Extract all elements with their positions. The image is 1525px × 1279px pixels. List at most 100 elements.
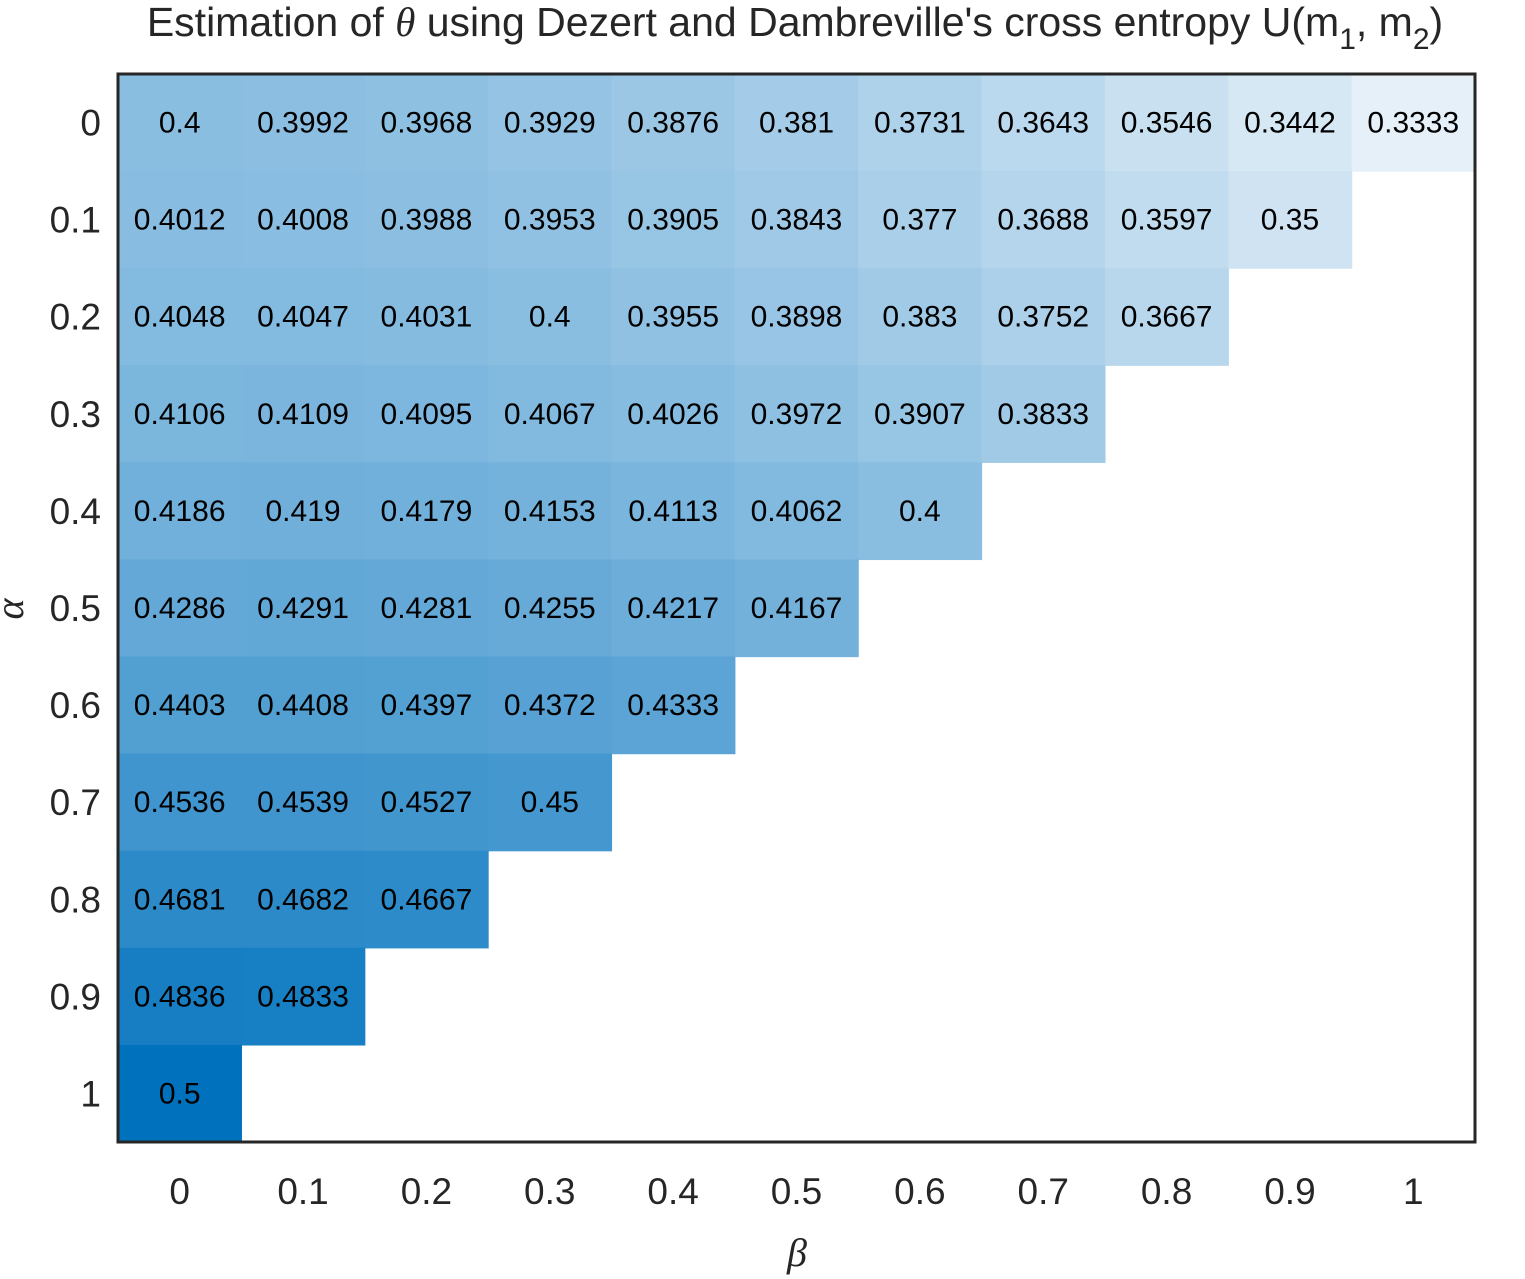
cell-value-label: 0.4008 xyxy=(257,204,349,237)
cell-value-label: 0.4 xyxy=(159,107,201,140)
cell-value-label: 0.3988 xyxy=(381,204,473,237)
cell-value-label: 0.3953 xyxy=(504,204,596,237)
cell-value-label: 0.3546 xyxy=(1121,107,1213,140)
cell-value-label: 0.4527 xyxy=(381,786,473,819)
y-tick-label: 0.8 xyxy=(50,879,101,920)
heatmap-cell xyxy=(1104,74,1229,172)
heatmap-cell xyxy=(734,462,859,561)
x-tick-label: 0.7 xyxy=(1018,1171,1069,1212)
heatmap-cell xyxy=(364,462,489,561)
heatmap-cell xyxy=(611,365,736,463)
heatmap-cell xyxy=(118,462,242,561)
heatmap-cell xyxy=(858,268,983,366)
heatmap-cell xyxy=(611,462,736,561)
x-tick-label: 0 xyxy=(169,1171,190,1212)
heatmap-cell xyxy=(118,850,242,949)
cell-value-label: 0.4403 xyxy=(134,689,226,722)
cell-value-label: 0.4667 xyxy=(381,883,473,916)
cell-value-label: 0.381 xyxy=(759,107,834,140)
heatmap-cell xyxy=(241,559,366,658)
heatmap-cell xyxy=(1104,268,1229,366)
heatmap-cell xyxy=(734,74,859,172)
cell-value-label: 0.4291 xyxy=(257,592,349,625)
heatmap-cell xyxy=(118,365,242,463)
heatmap-cell xyxy=(241,656,366,755)
y-tick-label: 1 xyxy=(80,1073,101,1114)
cell-value-label: 0.4106 xyxy=(134,398,226,431)
heatmap-cell xyxy=(611,74,736,172)
y-tick-label: 0.3 xyxy=(50,394,101,435)
heatmap-cell xyxy=(611,268,736,366)
cell-value-label: 0.4153 xyxy=(504,495,596,528)
heatmap-cell xyxy=(364,753,489,852)
cell-value-label: 0.4012 xyxy=(134,204,226,237)
cell-value-label: 0.3907 xyxy=(874,398,966,431)
cell-value-label: 0.5 xyxy=(159,1077,201,1110)
cell-value-label: 0.4 xyxy=(529,301,571,334)
cell-value-label: 0.3968 xyxy=(381,107,473,140)
cell-value-labels: 0.4 0.3992 0.3968 0.3929 0.3876 0.381 0.3731 0.… xyxy=(134,107,1459,1111)
cell-value-label: 0.4217 xyxy=(627,592,719,625)
heatmap-cell xyxy=(364,74,489,172)
heatmap-cell xyxy=(1104,171,1229,269)
heatmap-cell xyxy=(488,559,613,658)
cell-value-label: 0.3667 xyxy=(1121,301,1213,334)
heatmap-cell xyxy=(734,171,859,269)
cell-value-label: 0.377 xyxy=(882,204,957,237)
heatmap-cell xyxy=(734,559,859,658)
x-tick-label: 1 xyxy=(1403,1171,1424,1212)
cell-value-label: 0.4833 xyxy=(257,980,349,1013)
cell-value-label: 0.4536 xyxy=(134,786,226,819)
cell-value-label: 0.3843 xyxy=(751,204,843,237)
heatmap-cell xyxy=(981,171,1106,269)
heatmap-cell xyxy=(118,1044,242,1143)
cell-value-label: 0.4 xyxy=(899,495,941,528)
cell-value-label: 0.3992 xyxy=(257,107,349,140)
x-tick-labels: 0 0.1 0.2 0.3 0.4 0.5 0.6 0.7 0.8 0.9 1 xyxy=(169,1171,1423,1212)
cell-value-label: 0.4682 xyxy=(257,883,349,916)
heatmap-cell xyxy=(488,753,613,852)
heatmap-cell xyxy=(981,365,1106,463)
heatmap-cell xyxy=(241,462,366,561)
heatmap-cell xyxy=(241,753,366,852)
cell-value-label: 0.4048 xyxy=(134,301,226,334)
cell-value-label: 0.3955 xyxy=(627,301,719,334)
heatmap-cell xyxy=(1228,171,1353,269)
heatmap-cell xyxy=(364,268,489,366)
cell-value-label: 0.3833 xyxy=(997,398,1089,431)
cell-value-label: 0.383 xyxy=(882,301,957,334)
heatmap-cell xyxy=(611,559,736,658)
cell-value-label: 0.3972 xyxy=(751,398,843,431)
x-tick-label: 0.6 xyxy=(894,1171,945,1212)
y-axis-label: α xyxy=(0,598,32,620)
cell-value-label: 0.4047 xyxy=(257,301,349,334)
y-tick-label: 0.6 xyxy=(50,685,101,726)
heatmap-cell xyxy=(364,850,489,949)
heatmap-cell xyxy=(488,365,613,463)
x-tick-label: 0.8 xyxy=(1141,1171,1192,1212)
heatmap-cell xyxy=(118,268,242,366)
heatmap-cell xyxy=(858,462,983,561)
y-tick-label: 0.4 xyxy=(50,491,101,532)
cell-value-label: 0.4109 xyxy=(257,398,349,431)
heatmap-cell xyxy=(858,365,983,463)
heatmap-cell xyxy=(118,74,242,172)
cell-value-label: 0.3929 xyxy=(504,107,596,140)
cell-value-label: 0.4286 xyxy=(134,592,226,625)
x-axis-label: β xyxy=(786,1230,807,1275)
heatmap-cell xyxy=(364,171,489,269)
cell-value-label: 0.4186 xyxy=(134,495,226,528)
cell-value-label: 0.3898 xyxy=(751,301,843,334)
cell-value-label: 0.4681 xyxy=(134,883,226,916)
cell-value-label: 0.45 xyxy=(521,786,579,819)
heatmap-cell xyxy=(981,268,1106,366)
y-tick-label: 0.5 xyxy=(50,588,101,629)
y-tick-labels: 0 0.1 0.2 0.3 0.4 0.5 0.6 0.7 0.8 0.9 1 xyxy=(50,103,101,1115)
cell-value-label: 0.419 xyxy=(266,495,341,528)
y-tick-label: 0.9 xyxy=(50,976,101,1017)
cell-value-label: 0.4408 xyxy=(257,689,349,722)
cell-value-label: 0.3442 xyxy=(1244,107,1336,140)
cell-value-label: 0.3597 xyxy=(1121,204,1213,237)
x-tick-label: 0.1 xyxy=(277,1171,328,1212)
heatmap-cell xyxy=(858,74,983,172)
